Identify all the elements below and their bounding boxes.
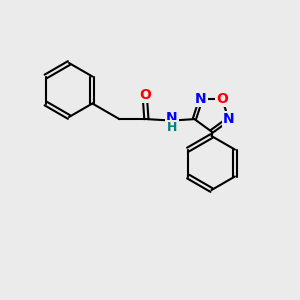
Text: O: O — [139, 88, 151, 102]
Text: N: N — [195, 92, 207, 106]
Text: H: H — [167, 121, 178, 134]
Text: N: N — [223, 112, 234, 126]
Text: N: N — [166, 111, 178, 125]
Text: O: O — [216, 92, 228, 106]
